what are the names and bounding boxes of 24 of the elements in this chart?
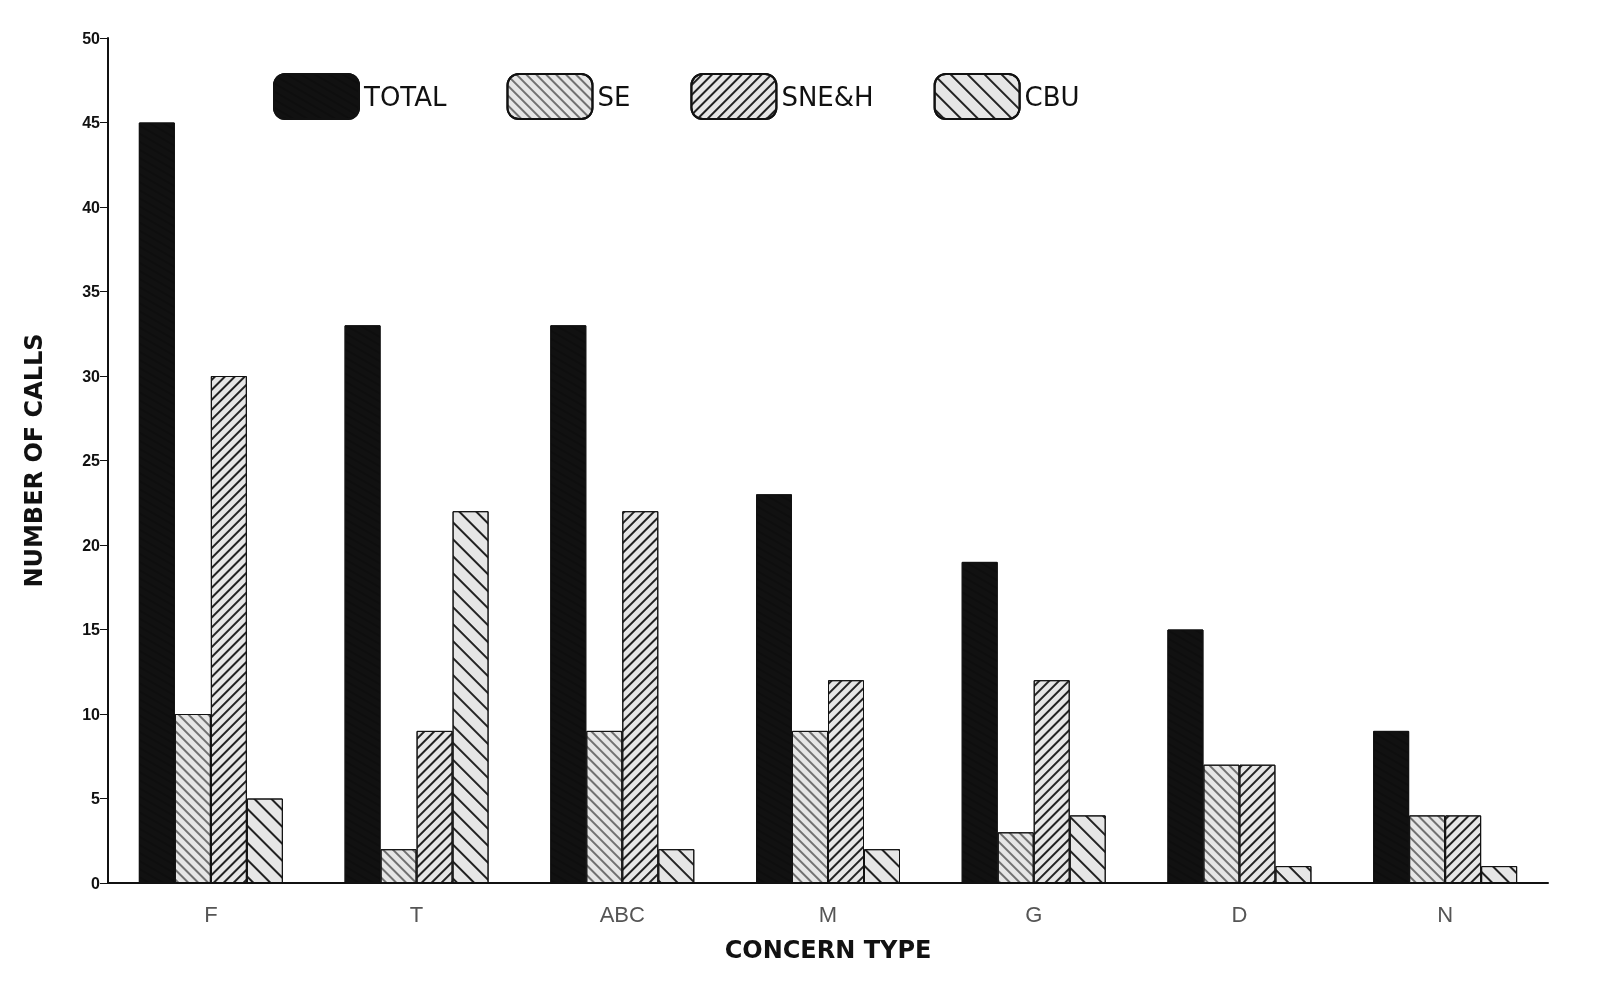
y-tick-label: 30: [82, 367, 101, 385]
legend-label: CBU: [1024, 81, 1080, 112]
legend-label: SE: [597, 81, 631, 112]
y-tick-label: 35: [82, 283, 101, 300]
y-tick-label: 5: [91, 790, 101, 807]
x-tick-label: D: [1231, 901, 1248, 927]
y-tick-label: 50: [82, 29, 101, 47]
y-tick-label: 10: [82, 705, 101, 723]
x-tick-label: T: [409, 901, 424, 927]
x-tick-label: ABC: [599, 901, 646, 927]
legend-label: SNE&H: [781, 81, 874, 112]
y-tick-label: 25: [82, 452, 101, 469]
y-tick-label: 15: [82, 621, 101, 638]
x-tick-label: G: [1025, 901, 1043, 927]
y-tick-label: 0: [91, 874, 101, 892]
x-tick-label: M: [818, 901, 838, 927]
legend-label: TOTAL: [363, 81, 447, 112]
y-tick-label: 20: [82, 536, 101, 554]
x-axis-title: CONCERN TYPE: [724, 936, 932, 964]
x-tick-label: N: [1437, 901, 1454, 927]
y-tick-label: 45: [82, 114, 101, 131]
y-tick-label: 40: [82, 198, 101, 216]
y-axis-title: NUMBER OF CALLS: [20, 333, 48, 588]
x-tick-label: F: [204, 901, 218, 927]
